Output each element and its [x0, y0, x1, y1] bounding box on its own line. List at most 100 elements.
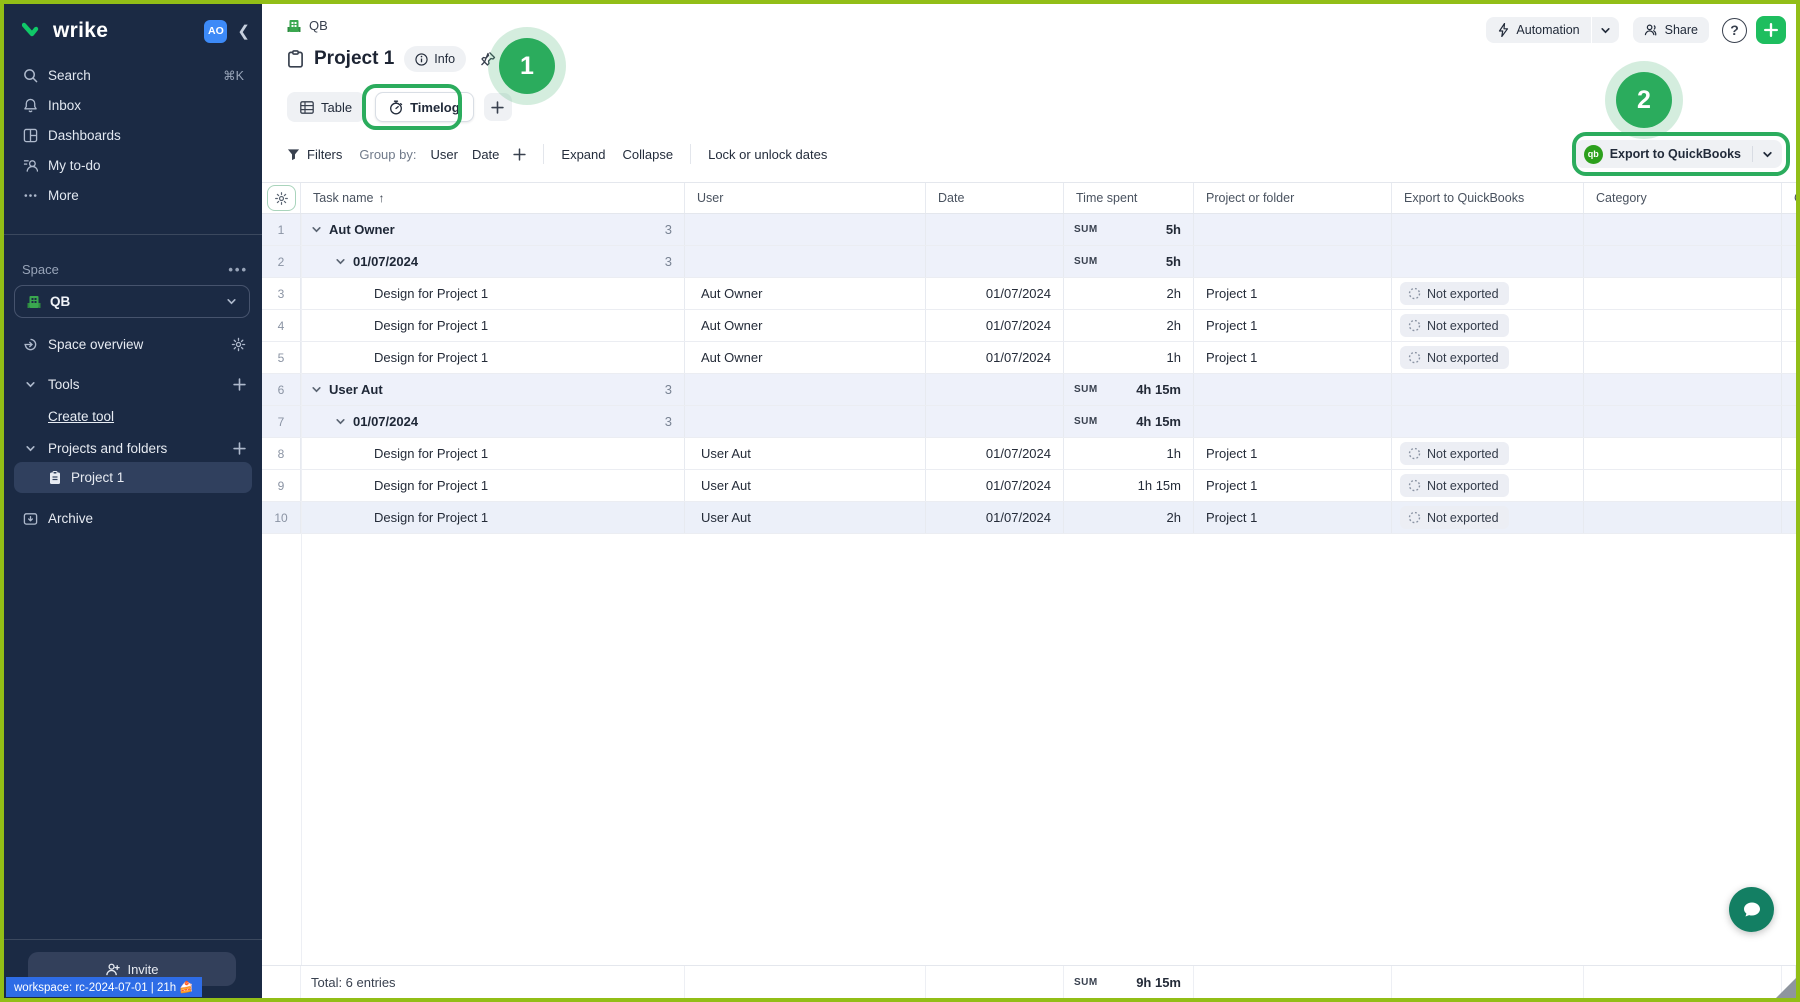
cell-date: 01/07/2024 — [926, 342, 1064, 373]
cell-category — [1584, 278, 1782, 309]
not-exported-status-icon — [1408, 447, 1421, 460]
create-tool-link[interactable]: Create tool — [48, 408, 115, 424]
resize-handle[interactable] — [1776, 978, 1796, 998]
cell-date — [926, 374, 1064, 405]
sidebar-item-tools[interactable]: Tools — [4, 370, 262, 398]
not-exported-badge[interactable]: Not exported — [1400, 346, 1509, 369]
not-exported-badge[interactable]: Not exported — [1400, 442, 1509, 465]
plus-icon[interactable] — [233, 377, 246, 391]
building-icon — [287, 19, 301, 33]
filters-button[interactable]: Filters — [287, 147, 342, 162]
automation-dropdown[interactable] — [1591, 17, 1619, 43]
sidebar-item-search[interactable]: Search ⌘K — [4, 60, 262, 90]
table-row[interactable]: 10 Design for Project 1 User Aut 01/07/2024… — [262, 502, 1796, 534]
cell-extra — [1782, 310, 1796, 341]
not-exported-label: Not exported — [1427, 318, 1499, 333]
not-exported-badge[interactable]: Not exported — [1400, 282, 1509, 305]
group-by-date[interactable]: Date — [471, 146, 500, 162]
cell-time: SUM 5h — [1064, 214, 1194, 245]
sidebar-item-space-overview[interactable]: Space overview — [4, 330, 262, 358]
not-exported-status-icon — [1408, 351, 1421, 364]
sidebar-item-project-1[interactable]: Project 1 — [14, 462, 252, 493]
tab-timelog[interactable]: Timelog — [375, 92, 474, 122]
not-exported-badge[interactable]: Not exported — [1400, 506, 1509, 529]
export-to-quickbooks-button[interactable]: qb Export to QuickBooks — [1574, 140, 1782, 168]
cell-time: SUM 4h 15m — [1064, 406, 1194, 437]
cell-project: Project 1 — [1194, 278, 1392, 309]
avatar[interactable]: AO — [204, 19, 228, 43]
cell-project — [1194, 374, 1392, 405]
cell-category — [1584, 406, 1782, 437]
table-row[interactable]: 2 01/07/2024 3 SUM 5h — [262, 246, 1796, 278]
not-exported-badge[interactable]: Not exported — [1400, 474, 1509, 497]
add-view-button[interactable] — [483, 93, 512, 121]
col-header-time-spent[interactable]: Time spent — [1064, 183, 1194, 213]
col-header-truncated[interactable]: C — [1782, 183, 1796, 213]
plus-icon[interactable] — [233, 441, 246, 455]
sidebar-item-my-todo[interactable]: My to-do — [4, 150, 262, 180]
cell-export — [1392, 406, 1584, 437]
cell-task: Design for Project 1 — [301, 278, 685, 309]
sidebar-item-projects-folders[interactable]: Projects and folders — [4, 434, 262, 462]
table-row[interactable]: 9 Design for Project 1 User Aut 01/07/2024 1… — [262, 470, 1796, 502]
tab-table[interactable]: Table — [287, 92, 366, 122]
cell-task: User Aut 3 — [301, 374, 685, 405]
lock-unlock-dates-button[interactable]: Lock or unlock dates — [708, 146, 828, 162]
cell-category — [1584, 214, 1782, 245]
cell-export: Not exported — [1392, 438, 1584, 469]
col-header-export-to-quickbooks[interactable]: Export to QuickBooks — [1392, 183, 1584, 213]
col-header-date[interactable]: Date — [926, 183, 1064, 213]
table-row[interactable]: 7 01/07/2024 3 SUM 4h 15m — [262, 406, 1796, 438]
sidebar-item-archive[interactable]: Archive — [4, 504, 262, 532]
help-button[interactable]: ? — [1722, 17, 1747, 43]
cell-export: Not exported — [1392, 502, 1584, 533]
cell-user — [685, 214, 926, 245]
pin-icon[interactable] — [480, 51, 496, 67]
group-by-user[interactable]: User — [430, 146, 458, 162]
cell-user: Aut Owner — [685, 342, 926, 373]
col-header-task-name[interactable]: Task name ↑ — [301, 183, 685, 213]
collapse-button[interactable]: Collapse — [622, 146, 674, 162]
table-row[interactable]: 3 Design for Project 1 Aut Owner 01/07/2024… — [262, 278, 1796, 310]
time-spent-value: 5h — [1165, 254, 1181, 269]
not-exported-badge[interactable]: Not exported — [1400, 314, 1509, 337]
chevron-down-icon[interactable] — [311, 384, 322, 395]
space-menu-icon[interactable]: ••• — [228, 262, 248, 277]
automation-button[interactable]: Automation — [1486, 17, 1591, 43]
table-settings-gear-button[interactable] — [266, 185, 296, 211]
cell-project — [1194, 406, 1392, 437]
sidebar-item-create-tool[interactable]: Create tool — [4, 402, 262, 430]
col-header-project-or-folder[interactable]: Project or folder — [1194, 183, 1392, 213]
chevron-down-icon[interactable] — [335, 256, 346, 267]
not-exported-status-icon — [1408, 287, 1421, 300]
chevron-down-icon — [22, 443, 39, 454]
table-row[interactable]: 4 Design for Project 1 Aut Owner 01/07/2024… — [262, 310, 1796, 342]
chevron-down-icon[interactable] — [335, 416, 346, 427]
add-group-button[interactable] — [513, 147, 527, 161]
sidebar-item-label: Dashboards — [48, 127, 121, 143]
table-row[interactable]: 1 Aut Owner 3 SUM 5h — [262, 214, 1796, 246]
chat-widget-button[interactable] — [1729, 887, 1774, 932]
create-plus-button[interactable] — [1756, 16, 1786, 44]
sidebar-item-inbox[interactable]: Inbox — [4, 90, 262, 120]
cell-extra — [1782, 470, 1796, 501]
table-row[interactable]: 5 Design for Project 1 Aut Owner 01/07/2024… — [262, 342, 1796, 374]
total-time-value: 9h 15m — [1136, 974, 1181, 990]
table-row[interactable]: 6 User Aut 3 SUM 4h 15m — [262, 374, 1796, 406]
col-header-category[interactable]: Category — [1584, 183, 1782, 213]
share-button[interactable]: Share — [1632, 17, 1709, 43]
collapse-sidebar-icon[interactable]: ❮ — [237, 23, 250, 40]
sidebar-item-label: Archive — [48, 510, 94, 526]
annotation-step-2: 2 — [1616, 72, 1672, 128]
gear-icon[interactable] — [231, 337, 246, 352]
col-header-user[interactable]: User — [685, 183, 926, 213]
table-row[interactable]: 8 Design for Project 1 User Aut 01/07/2024 1… — [262, 438, 1796, 470]
info-button[interactable]: Info — [404, 46, 467, 72]
sidebar-item-dashboards[interactable]: Dashboards — [4, 120, 262, 150]
sidebar-item-more[interactable]: More — [4, 180, 262, 210]
space-selector[interactable]: QB — [14, 285, 250, 318]
chevron-down-icon[interactable] — [311, 224, 322, 235]
chevron-down-icon[interactable] — [1762, 149, 1773, 160]
breadcrumb[interactable]: QB — [287, 18, 328, 33]
expand-button[interactable]: Expand — [561, 146, 606, 162]
